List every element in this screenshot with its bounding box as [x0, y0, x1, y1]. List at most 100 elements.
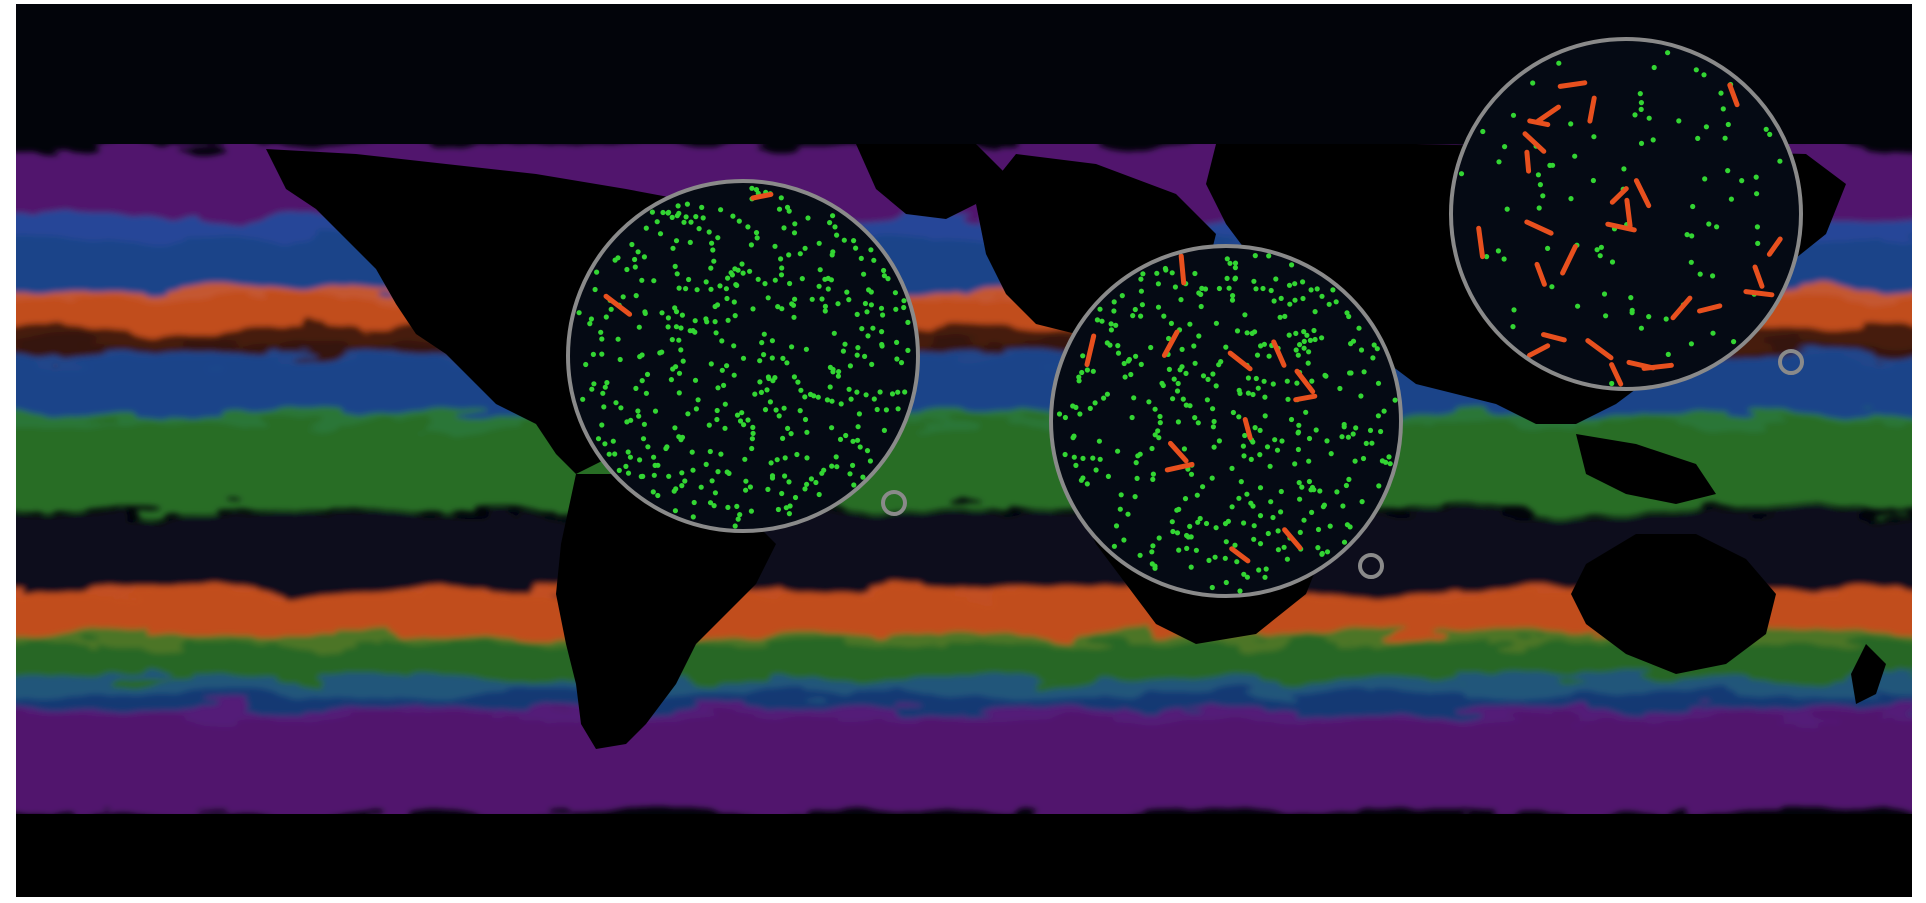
drifter-dot — [747, 484, 754, 490]
drifter-dot — [1495, 248, 1501, 254]
drifter-dot — [689, 449, 695, 455]
drifter-dot — [854, 311, 860, 317]
drifter-dot — [1322, 372, 1328, 378]
drifter-dot — [1169, 270, 1175, 276]
drifter-dot — [1174, 388, 1181, 394]
drifter-dot — [1292, 461, 1298, 467]
marker-west-africa[interactable] — [1358, 553, 1384, 579]
drifter-dot — [1294, 380, 1300, 386]
west-africa-lens[interactable] — [1049, 244, 1403, 598]
float-dash — [1522, 131, 1547, 154]
drifter-dot — [725, 504, 731, 510]
drifter-dot — [794, 451, 800, 458]
drifter-dot — [838, 401, 844, 407]
drifter-dot — [834, 464, 840, 470]
drifter-dot — [1504, 206, 1510, 212]
drifter-dot — [725, 317, 731, 323]
drifter-dot — [1697, 271, 1703, 277]
drifter-dot — [715, 235, 721, 241]
drifter-dot — [778, 256, 784, 262]
drifter-dot — [1638, 325, 1644, 331]
drifter-dot — [1278, 295, 1284, 301]
drifter-dot — [1739, 178, 1745, 184]
drifter-dot — [1353, 425, 1359, 431]
drifter-dot — [1344, 310, 1350, 316]
drifter-dot — [1306, 435, 1313, 442]
drifter-dot — [1157, 420, 1163, 426]
drifter-dot — [749, 445, 755, 452]
drifter-dot — [787, 280, 793, 287]
drifter-dot — [1629, 310, 1635, 316]
drifter-dot — [1319, 551, 1325, 557]
drifter-dot — [1293, 330, 1299, 336]
drifter-dot — [778, 272, 785, 278]
drifter-dot — [1230, 409, 1236, 416]
drifter-dot — [832, 224, 838, 230]
drifter-dot — [1632, 112, 1638, 118]
drifter-dot — [672, 508, 679, 514]
drifter-dot — [885, 276, 891, 282]
drifter-dot — [1754, 224, 1760, 230]
drifter-dot — [711, 258, 717, 264]
drifter-dot — [678, 325, 684, 331]
drifter-dot — [1226, 285, 1232, 291]
drifter-dot — [813, 479, 819, 486]
drifter-dot — [1155, 304, 1162, 310]
map-frame[interactable] — [16, 4, 1912, 897]
drifter-dot — [772, 243, 778, 249]
drifter-dot — [1306, 349, 1312, 355]
drifter-dot — [895, 406, 901, 412]
marker-west-pacific[interactable] — [1778, 349, 1804, 375]
float-dash — [1227, 350, 1253, 372]
drifter-dot — [1301, 338, 1307, 344]
drifter-dot — [840, 348, 847, 354]
drifter-dot — [1232, 260, 1239, 266]
drifter-dot — [719, 367, 725, 373]
drifter-dot — [892, 290, 899, 296]
drifter-dot — [1646, 314, 1652, 320]
drifter-dot — [615, 336, 621, 342]
drifter-dot — [722, 425, 728, 431]
drifter-dot — [1375, 380, 1382, 386]
drifter-dot — [843, 432, 849, 439]
drifter-dot — [1755, 240, 1761, 246]
drifter-dot — [835, 373, 842, 379]
west-pacific-lens[interactable] — [1449, 37, 1803, 391]
float-dash — [603, 293, 633, 317]
drifter-dot — [1183, 370, 1189, 376]
drifter-dot — [780, 355, 786, 361]
drifter-dot — [1313, 427, 1319, 433]
drifter-dot — [1295, 352, 1301, 358]
drifter-dot — [871, 396, 877, 402]
drifter-dot — [737, 418, 744, 424]
drifter-dot — [678, 347, 684, 353]
drifter-dot — [1150, 471, 1156, 477]
drifter-dot — [703, 461, 709, 467]
drifter-dot — [681, 219, 687, 225]
drifter-dot — [1232, 265, 1238, 271]
drifter-dot — [1242, 432, 1248, 439]
drifter-dot — [1175, 380, 1181, 387]
drifter-dot — [590, 351, 597, 357]
drifter-dot — [1166, 366, 1172, 372]
float-dash — [1282, 527, 1303, 551]
ocean-map[interactable] — [16, 4, 1912, 897]
drifter-dot — [1753, 174, 1759, 180]
drifter-dot — [784, 204, 791, 210]
drifter-dot — [799, 276, 805, 282]
drifter-dot — [1501, 256, 1507, 262]
drifter-dot — [831, 330, 837, 336]
marker-north-atlantic[interactable] — [881, 490, 907, 516]
drifter-dot — [1149, 445, 1155, 452]
drifter-dot — [1307, 337, 1313, 343]
north-atlantic-lens[interactable] — [566, 179, 920, 533]
drifter-dot — [1689, 233, 1695, 239]
drifter-dot — [1287, 301, 1293, 307]
drifter-dot — [811, 393, 817, 399]
drifter-dot — [1292, 297, 1298, 303]
antarctic-band — [16, 709, 1912, 814]
drifter-dot — [853, 245, 859, 251]
drifter-dot — [1166, 335, 1172, 342]
drifter-dot — [1598, 244, 1604, 250]
drifter-dot — [1087, 405, 1093, 411]
